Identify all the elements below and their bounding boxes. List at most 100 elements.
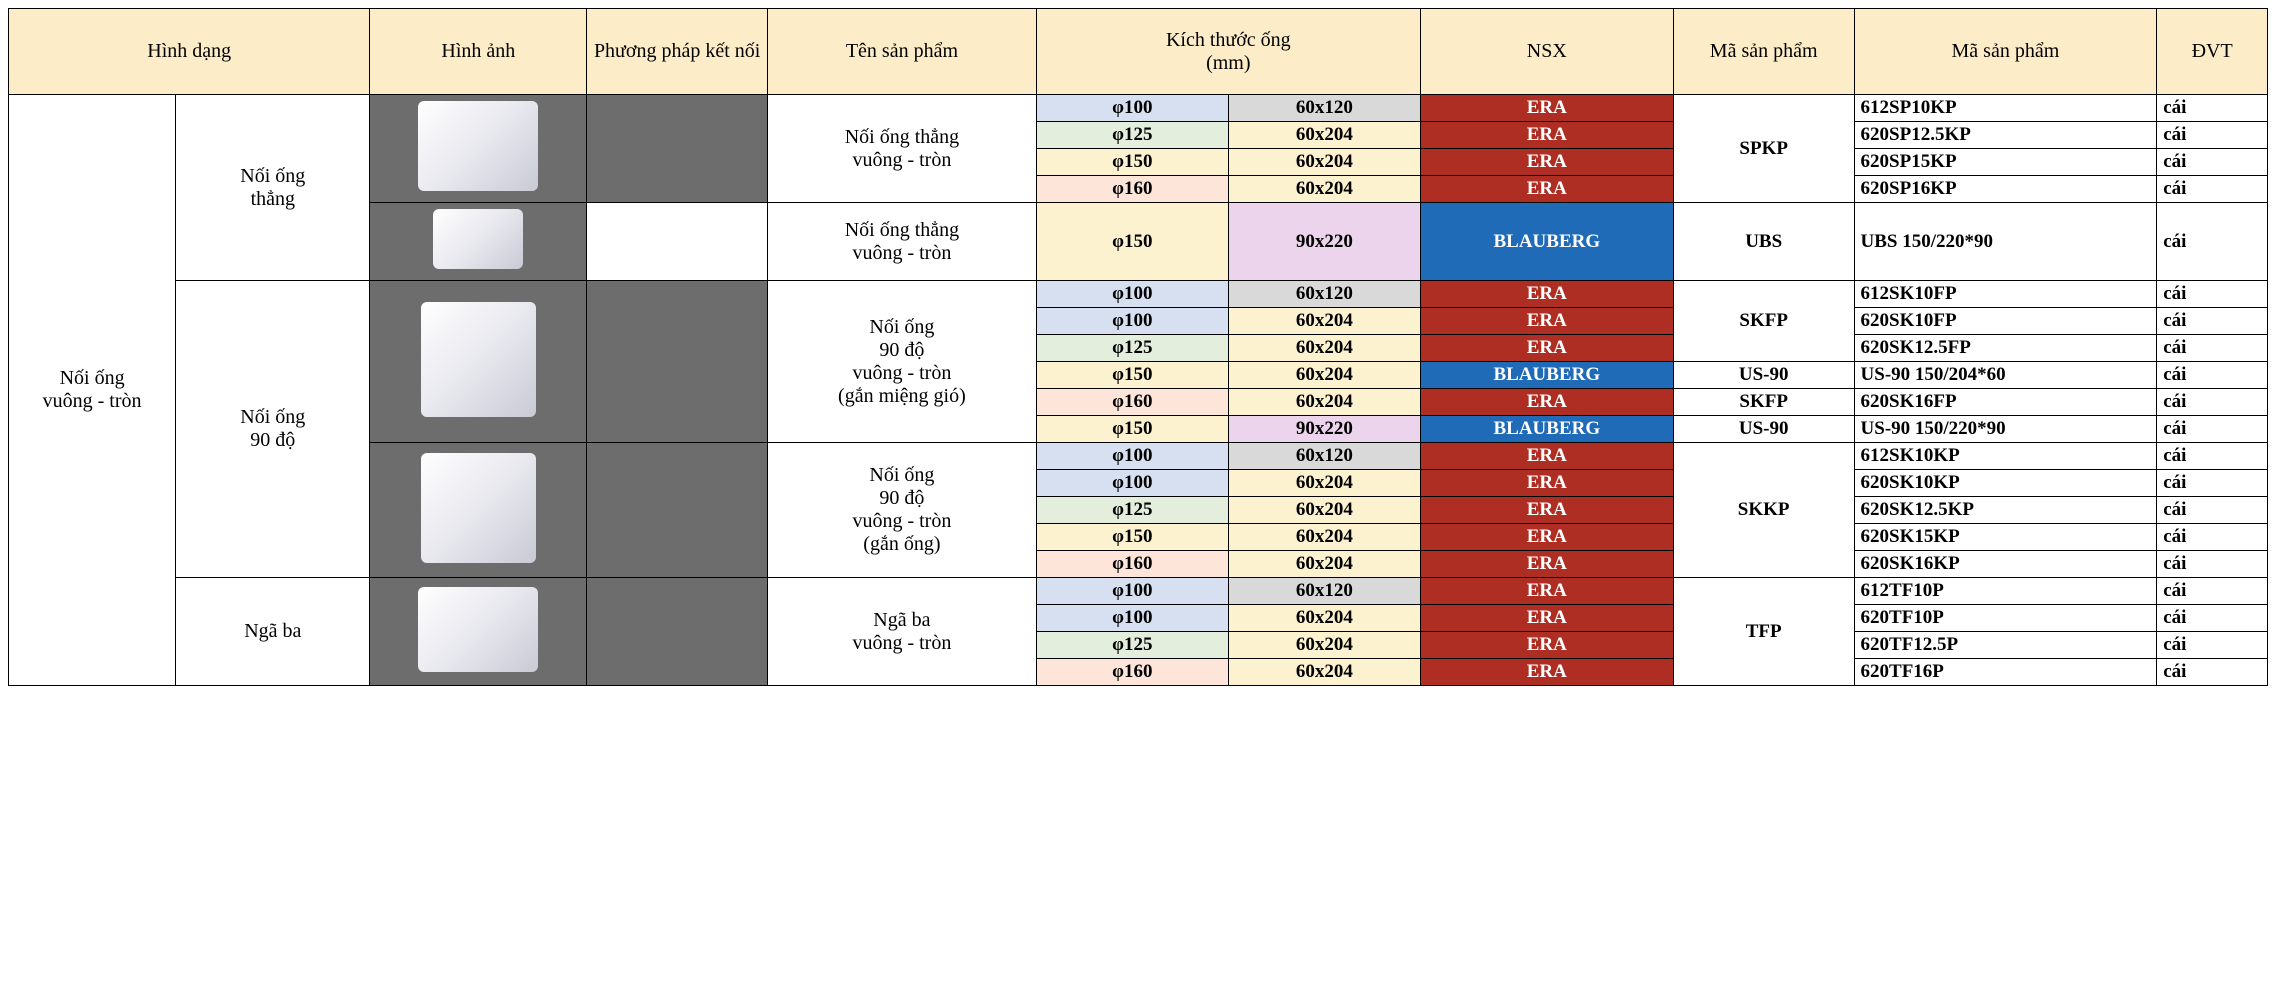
- dimension-cell: 60x204: [1228, 389, 1420, 416]
- unit-cell: cái: [2157, 416, 2268, 443]
- diameter-cell: φ160: [1036, 551, 1228, 578]
- diameter-cell: φ160: [1036, 389, 1228, 416]
- diameter-cell: φ160: [1036, 176, 1228, 203]
- sku-cell: 612SP10KP: [1854, 95, 2157, 122]
- sku-cell: 612SK10FP: [1854, 281, 2157, 308]
- diameter-cell: φ125: [1036, 335, 1228, 362]
- manufacturer-cell: ERA: [1420, 308, 1673, 335]
- dimension-cell: 60x204: [1228, 632, 1420, 659]
- manufacturer-cell: ERA: [1420, 176, 1673, 203]
- diameter-cell: φ100: [1036, 443, 1228, 470]
- connection-image-cell: [587, 281, 768, 443]
- shape-cell: Nối ống thẳng: [176, 95, 370, 281]
- connection-image-cell: [587, 203, 768, 281]
- dimension-cell: 60x204: [1228, 122, 1420, 149]
- unit-cell: cái: [2157, 551, 2268, 578]
- product-image-cell: [370, 203, 587, 281]
- diameter-cell: φ125: [1036, 632, 1228, 659]
- product-image-cell: [370, 281, 587, 443]
- code-cell: SPKP: [1673, 95, 1854, 203]
- manufacturer-cell: ERA: [1420, 659, 1673, 686]
- manufacturer-cell: BLAUBERG: [1420, 362, 1673, 389]
- sku-cell: 612SK10KP: [1854, 443, 2157, 470]
- product-image-cell: [370, 443, 587, 578]
- manufacturer-cell: ERA: [1420, 281, 1673, 308]
- code-cell: SKFP: [1673, 281, 1854, 362]
- unit-cell: cái: [2157, 122, 2268, 149]
- product-image-cell: [370, 578, 587, 686]
- mega-shape-cell: Nối ống vuông - tròn: [9, 95, 176, 686]
- code-cell: SKFP: [1673, 389, 1854, 416]
- sku-cell: 620SP12.5KP: [1854, 122, 2157, 149]
- table-row: Nối ống vuông - trònNối ống thẳngNối ống…: [9, 95, 2268, 122]
- dimension-cell: 60x204: [1228, 308, 1420, 335]
- unit-cell: cái: [2157, 659, 2268, 686]
- dimension-cell: 60x204: [1228, 149, 1420, 176]
- diameter-cell: φ100: [1036, 95, 1228, 122]
- diameter-cell: φ100: [1036, 470, 1228, 497]
- diameter-cell: φ150: [1036, 203, 1228, 281]
- product-name-cell: Nối ống thẳng vuông - tròn: [768, 95, 1037, 203]
- unit-cell: cái: [2157, 203, 2268, 281]
- product-image-cell: [370, 95, 587, 203]
- unit-cell: cái: [2157, 443, 2268, 470]
- manufacturer-cell: ERA: [1420, 605, 1673, 632]
- diameter-cell: φ100: [1036, 281, 1228, 308]
- dimension-cell: 60x204: [1228, 362, 1420, 389]
- manufacturer-cell: ERA: [1420, 551, 1673, 578]
- unit-cell: cái: [2157, 308, 2268, 335]
- shape-cell: Nối ống 90 độ: [176, 281, 370, 578]
- shape-cell: Ngã ba: [176, 578, 370, 686]
- manufacturer-cell: ERA: [1420, 335, 1673, 362]
- th-unit: ĐVT: [2157, 9, 2268, 95]
- table-row: Ngã baNgã ba vuông - trònφ10060x120ERATF…: [9, 578, 2268, 605]
- manufacturer-cell: ERA: [1420, 470, 1673, 497]
- sku-cell: 612TF10P: [1854, 578, 2157, 605]
- unit-cell: cái: [2157, 632, 2268, 659]
- sku-cell: 620SK16KP: [1854, 551, 2157, 578]
- manufacturer-cell: ERA: [1420, 443, 1673, 470]
- dimension-cell: 60x120: [1228, 443, 1420, 470]
- th-image: Hình ảnh: [370, 9, 587, 95]
- sku-cell: 620SK12.5KP: [1854, 497, 2157, 524]
- manufacturer-cell: ERA: [1420, 524, 1673, 551]
- manufacturer-cell: ERA: [1420, 632, 1673, 659]
- sku-cell: 620SK10FP: [1854, 308, 2157, 335]
- sku-cell: 620TF10P: [1854, 605, 2157, 632]
- unit-cell: cái: [2157, 605, 2268, 632]
- connection-image-cell: [587, 443, 768, 578]
- code-cell: US-90: [1673, 362, 1854, 389]
- unit-cell: cái: [2157, 362, 2268, 389]
- unit-cell: cái: [2157, 470, 2268, 497]
- th-code: Mã sản phẩm: [1673, 9, 1854, 95]
- dimension-cell: 60x204: [1228, 335, 1420, 362]
- sku-cell: 620TF16P: [1854, 659, 2157, 686]
- diameter-cell: φ125: [1036, 497, 1228, 524]
- unit-cell: cái: [2157, 95, 2268, 122]
- diameter-cell: φ100: [1036, 578, 1228, 605]
- unit-cell: cái: [2157, 524, 2268, 551]
- unit-cell: cái: [2157, 149, 2268, 176]
- table-row: Nối ống 90 độNối ống 90 độ vuông - tròn …: [9, 281, 2268, 308]
- manufacturer-cell: ERA: [1420, 122, 1673, 149]
- unit-cell: cái: [2157, 389, 2268, 416]
- connection-image-cell: [587, 95, 768, 203]
- diameter-cell: φ150: [1036, 149, 1228, 176]
- diameter-cell: φ150: [1036, 362, 1228, 389]
- product-name-cell: Nối ống 90 độ vuông - tròn (gắn ống): [768, 443, 1037, 578]
- diameter-cell: φ125: [1036, 122, 1228, 149]
- th-shape: Hình dạng: [9, 9, 370, 95]
- sku-cell: 620SP16KP: [1854, 176, 2157, 203]
- th-sku: Mã sản phẩm: [1854, 9, 2157, 95]
- unit-cell: cái: [2157, 335, 2268, 362]
- dimension-cell: 60x204: [1228, 470, 1420, 497]
- dimension-cell: 60x120: [1228, 578, 1420, 605]
- th-size: Kích thước ống (mm): [1036, 9, 1420, 95]
- manufacturer-cell: ERA: [1420, 578, 1673, 605]
- code-cell: SKKP: [1673, 443, 1854, 578]
- dimension-cell: 60x204: [1228, 497, 1420, 524]
- dimension-cell: 60x204: [1228, 176, 1420, 203]
- th-name: Tên sản phẩm: [768, 9, 1037, 95]
- th-mfr: NSX: [1420, 9, 1673, 95]
- dimension-cell: 60x204: [1228, 551, 1420, 578]
